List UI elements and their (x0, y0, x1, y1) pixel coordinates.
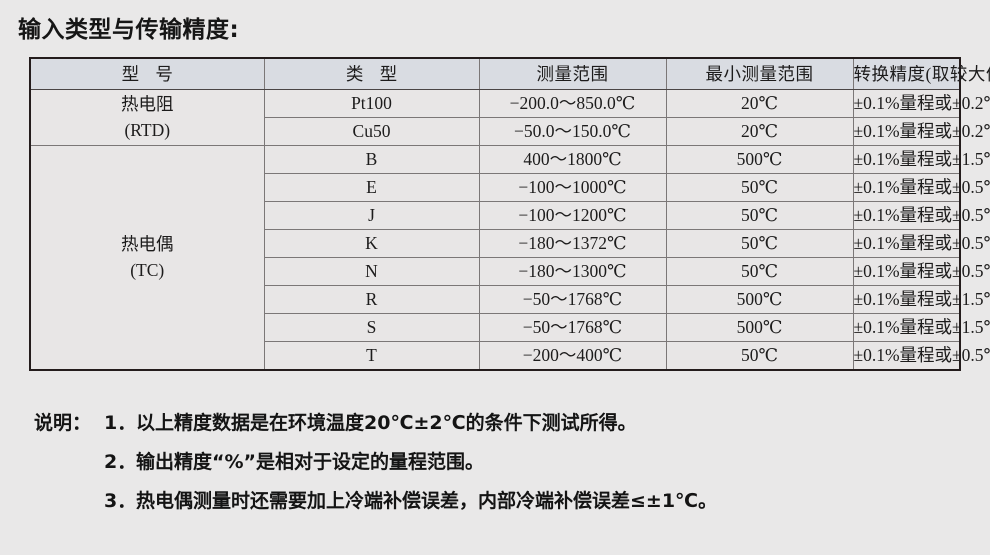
note-text: 输出精度“%”是相对于设定的量程范围。 (136, 451, 485, 473)
cell-min-range: 20℃ (665, 117, 854, 146)
cell-range: 400～1800℃ (478, 145, 667, 174)
table-row: S −50～1768℃ 500℃ ±0.1%量程或±1.5℃ (30, 313, 990, 342)
cell-range: −50～1768℃ (478, 285, 667, 314)
table-row: N −180～1300℃ 50℃ ±0.1%量程或±0.5℃ (30, 257, 990, 286)
note-text: 以上精度数据是在环境温度20℃±2℃的条件下测试所得。 (136, 412, 637, 434)
cell-min-range: 50℃ (665, 229, 854, 258)
cell-accuracy: ±0.1%量程或±0.5℃ (852, 173, 990, 202)
column-header-type: 类 型 (263, 57, 480, 90)
table-body: 热电阻 (RTD) Pt100 −200.0～850.0℃ 20℃ ±0.1%量… (29, 89, 990, 371)
cell-accuracy: ±0.1%量程或±0.5℃ (852, 341, 990, 371)
group-label-rtd: 热电阻 (RTD) (29, 89, 265, 146)
cell-type: Cu50 (263, 117, 480, 146)
group-label-line: 热电偶 (121, 234, 174, 255)
cell-range: −200～400℃ (478, 341, 667, 371)
cell-type: K (263, 229, 480, 258)
cell-min-range: 20℃ (665, 89, 854, 118)
cell-type: S (263, 313, 480, 342)
cell-min-range: 50℃ (665, 257, 854, 286)
cell-accuracy: ±0.1%量程或±0.2℃ (852, 117, 990, 146)
cell-accuracy: ±0.1%量程或±0.5℃ (852, 257, 990, 286)
column-header-conversion-accuracy: 转换精度(取较大值) (852, 57, 990, 90)
cell-min-range: 500℃ (665, 313, 854, 342)
cell-type: E (263, 173, 480, 202)
cell-accuracy: ±0.1%量程或±1.5℃ (852, 285, 990, 314)
cell-type: B (263, 145, 480, 174)
table-row: R −50～1768℃ 500℃ ±0.1%量程或±1.5℃ (30, 285, 990, 314)
cell-accuracy: ±0.1%量程或±0.5℃ (852, 201, 990, 230)
cell-range: −100～1000℃ (478, 173, 667, 202)
note-item: 2． 输出精度“%”是相对于设定的量程范围。 (34, 447, 974, 474)
group-label-tc: 热电偶 (TC) (29, 145, 265, 371)
note-text: 热电偶测量时还需要加上冷端补偿误差，内部冷端补偿误差≤±1℃。 (136, 490, 718, 512)
cell-range: −180～1372℃ (478, 229, 667, 258)
input-type-accuracy-table: 型 号 类 型 测量范围 最小测量范围 转换精度(取较大值) 热电阻 (RTD)… (29, 57, 990, 371)
cell-range: −50.0～150.0℃ (478, 117, 667, 146)
cell-range: −200.0～850.0℃ (478, 89, 667, 118)
cell-type: N (263, 257, 480, 286)
cell-min-range: 50℃ (665, 173, 854, 202)
note-number: 1． (104, 412, 137, 434)
cell-type: T (263, 341, 480, 371)
cell-accuracy: ±0.1%量程或±1.5℃ (852, 313, 990, 342)
input-type-accuracy-table-wrapper: 型 号 类 型 测量范围 最小测量范围 转换精度(取较大值) 热电阻 (RTD)… (29, 57, 990, 371)
cell-min-range: 500℃ (665, 285, 854, 314)
table-header-row: 型 号 类 型 测量范围 最小测量范围 转换精度(取较大值) (29, 57, 990, 90)
note-item: 3． 热电偶测量时还需要加上冷端补偿误差，内部冷端补偿误差≤±1℃。 (34, 486, 974, 513)
group-label-line: (TC) (130, 259, 165, 280)
cell-type: Pt100 (263, 89, 480, 118)
notes-block: 说明： 1． 以上精度数据是在环境温度20℃±2℃的条件下测试所得。 2． 输出… (34, 408, 974, 525)
cell-type: J (263, 201, 480, 230)
table-row: 热电偶 (TC) B 400～1800℃ 500℃ ±0.1%量程或±1.5℃ (29, 145, 990, 371)
cell-accuracy: ±0.1%量程或±0.5℃ (852, 229, 990, 258)
cell-range: −180～1300℃ (478, 257, 667, 286)
note-number: 2． (104, 451, 137, 473)
table-row: E −100～1000℃ 50℃ ±0.1%量程或±0.5℃ (30, 173, 990, 202)
cell-accuracy: ±0.1%量程或±0.2℃ (852, 89, 990, 118)
cell-range: −100～1200℃ (478, 201, 667, 230)
cell-min-range: 50℃ (665, 201, 854, 230)
page-title: 输入类型与传输精度: (18, 17, 240, 43)
cell-type: R (263, 285, 480, 314)
column-header-measuring-range: 测量范围 (478, 57, 667, 90)
group-label-line: (RTD) (124, 119, 171, 140)
column-header-min-measuring-range: 最小测量范围 (665, 57, 854, 90)
cell-range: −50～1768℃ (478, 313, 667, 342)
table-row: 热电阻 (RTD) Pt100 −200.0～850.0℃ 20℃ ±0.1%量… (29, 89, 990, 146)
note-item: 说明： 1． 以上精度数据是在环境温度20℃±2℃的条件下测试所得。 (34, 408, 974, 435)
note-number: 3． (104, 490, 137, 512)
table-header: 型 号 类 型 测量范围 最小测量范围 转换精度(取较大值) (29, 57, 990, 90)
notes-lead-label: 说明： (34, 412, 92, 434)
cell-min-range: 500℃ (665, 145, 854, 174)
cell-min-range: 50℃ (665, 341, 854, 371)
table-row: T −200～400℃ 50℃ ±0.1%量程或±0.5℃ (30, 341, 990, 371)
group-label-line: 热电阻 (121, 94, 174, 115)
table-row: Cu50 −50.0～150.0℃ 20℃ ±0.1%量程或±0.2℃ (30, 117, 990, 146)
column-header-model: 型 号 (29, 57, 265, 90)
cell-accuracy: ±0.1%量程或±1.5℃ (852, 145, 990, 174)
table-row: K −180～1372℃ 50℃ ±0.1%量程或±0.5℃ (30, 229, 990, 258)
